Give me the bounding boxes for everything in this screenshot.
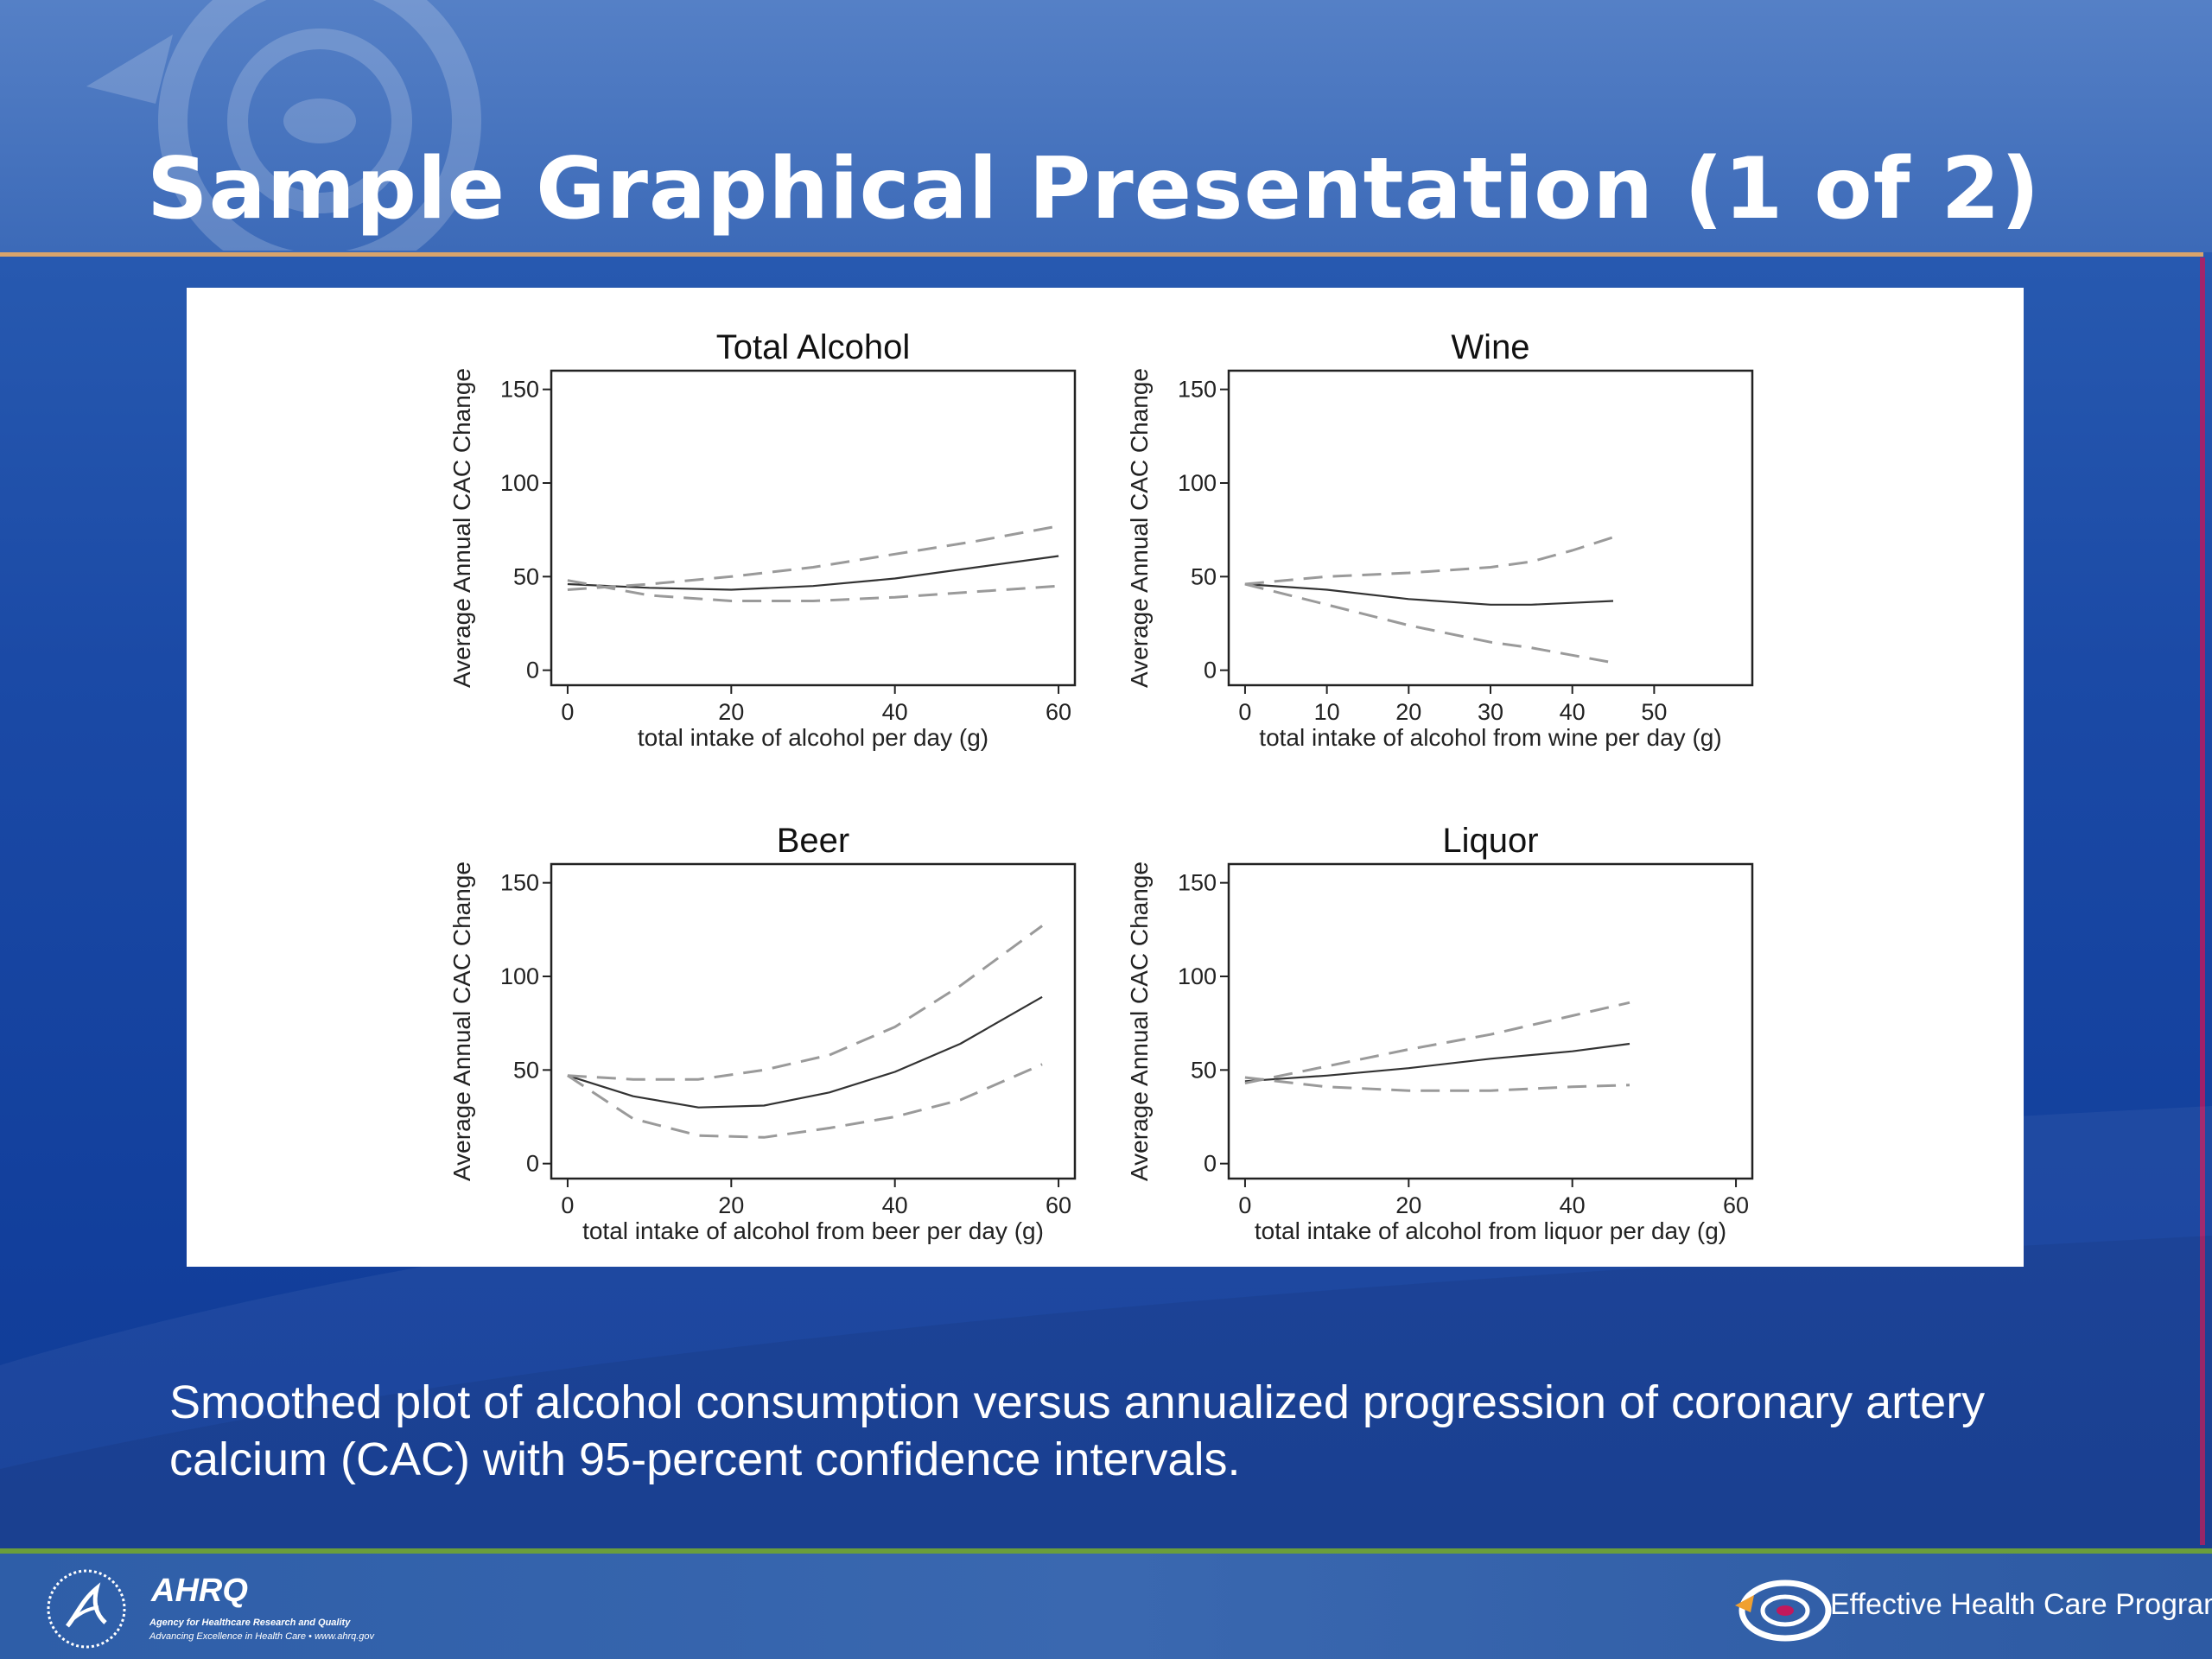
confidence-interval-line <box>1244 1001 1630 1084</box>
estimate-line <box>1244 1042 1630 1083</box>
x-tick-label: 10 <box>1314 699 1340 725</box>
y-tick-label: 0 <box>526 1151 539 1177</box>
plot-frame <box>1227 862 1754 1180</box>
panel-title: Liquor <box>1442 822 1538 860</box>
x-tick-label: 30 <box>1478 699 1503 725</box>
slide-title: Sample Graphical Presentation (1 of 2) <box>147 140 2041 238</box>
y-axis-label: Average Annual CAC Change <box>448 368 475 688</box>
x-tick-label: 50 <box>1641 699 1667 725</box>
x-tick-label: 40 <box>882 699 908 725</box>
x-tick-label: 60 <box>1723 1192 1749 1218</box>
confidence-interval-line <box>567 925 1043 1081</box>
y-tick-label: 50 <box>513 1057 539 1083</box>
ahrq-logo: AHRQ Agency for Healthcare Research and … <box>143 1573 428 1650</box>
x-tick-label: 0 <box>1238 699 1251 725</box>
y-axis-label: Average Annual CAC Change <box>1126 368 1153 688</box>
ahrq-logo-name: AHRQ <box>151 1573 248 1609</box>
estimate-line <box>567 555 1059 591</box>
x-axis-label: total intake of alcohol from liquor per … <box>1255 1217 1726 1244</box>
confidence-interval-line <box>567 579 1059 602</box>
y-tick-label: 150 <box>500 870 539 896</box>
footer-divider <box>0 1548 2212 1554</box>
y-tick-label: 0 <box>1204 658 1217 683</box>
confidence-interval-line <box>567 1063 1043 1139</box>
x-tick-label: 60 <box>1046 699 1071 725</box>
x-axis-label: total intake of alcohol from beer per da… <box>582 1217 1044 1244</box>
ahrq-logo-tagline: Agency for Healthcare Research and Quali… <box>149 1618 351 1628</box>
x-axis-label: total intake of alcohol from wine per da… <box>1259 724 1721 751</box>
y-axis-label: Average Annual CAC Change <box>448 861 475 1181</box>
x-tick-label: 0 <box>561 1192 574 1218</box>
panel-title: Wine <box>1451 328 1529 366</box>
y-axis-label: Average Annual CAC Change <box>1126 861 1153 1181</box>
ehc-logo-text: Effective Health Care Program <box>1830 1588 2212 1621</box>
x-axis-label: total intake of alcohol per day (g) <box>638 724 988 751</box>
right-edge-accent <box>2200 257 2205 1545</box>
y-tick-label: 100 <box>1178 470 1217 496</box>
y-tick-label: 150 <box>1178 870 1217 896</box>
estimate-line <box>1244 582 1614 606</box>
y-tick-label: 0 <box>1204 1151 1217 1177</box>
x-tick-label: 40 <box>1560 699 1586 725</box>
x-tick-label: 20 <box>718 699 744 725</box>
plot-frame <box>1227 369 1754 687</box>
figure-panel: Total Alcohol 0 50 100 150 0 20 40 60 total intak… <box>187 288 2024 1267</box>
y-tick-label: 150 <box>1178 377 1217 403</box>
confidence-interval-line <box>1244 582 1614 664</box>
hhs-seal-logo <box>47 1569 126 1649</box>
figure-caption: Smoothed plot of alcohol consumption ver… <box>169 1376 1986 1485</box>
ahrq-logo-subline: Advancing Excellence in Health Care • ww… <box>149 1631 375 1642</box>
footer-bar: AHRQ Agency for Healthcare Research and … <box>0 1554 2212 1659</box>
x-tick-label: 0 <box>1238 1192 1251 1218</box>
y-tick-label: 0 <box>526 658 539 683</box>
y-tick-label: 50 <box>513 563 539 589</box>
x-tick-label: 20 <box>1395 1192 1421 1218</box>
y-tick-label: 100 <box>1178 963 1217 989</box>
estimate-line <box>567 995 1043 1109</box>
y-tick-label: 100 <box>500 963 539 989</box>
y-tick-label: 150 <box>500 377 539 403</box>
title-divider <box>0 252 2203 257</box>
ehc-logo-icon <box>1735 1580 1832 1642</box>
confidence-interval-line <box>1244 1076 1630 1092</box>
y-tick-label: 50 <box>1191 563 1217 589</box>
title-band <box>0 0 2212 252</box>
plot-frame <box>550 862 1077 1180</box>
swirl-graphic <box>86 0 481 251</box>
panel-title: Total Alcohol <box>716 328 911 366</box>
x-tick-label: 40 <box>1560 1192 1586 1218</box>
confidence-interval-line <box>1244 536 1614 586</box>
x-tick-label: 20 <box>718 1192 744 1218</box>
x-tick-label: 20 <box>1395 699 1421 725</box>
confidence-interval-line <box>567 524 1059 591</box>
x-tick-label: 40 <box>882 1192 908 1218</box>
x-tick-label: 0 <box>561 699 574 725</box>
y-tick-label: 50 <box>1191 1057 1217 1083</box>
panel-title: Beer <box>777 822 850 860</box>
x-tick-label: 60 <box>1046 1192 1071 1218</box>
plot-frame <box>550 369 1077 687</box>
y-tick-label: 100 <box>500 470 539 496</box>
